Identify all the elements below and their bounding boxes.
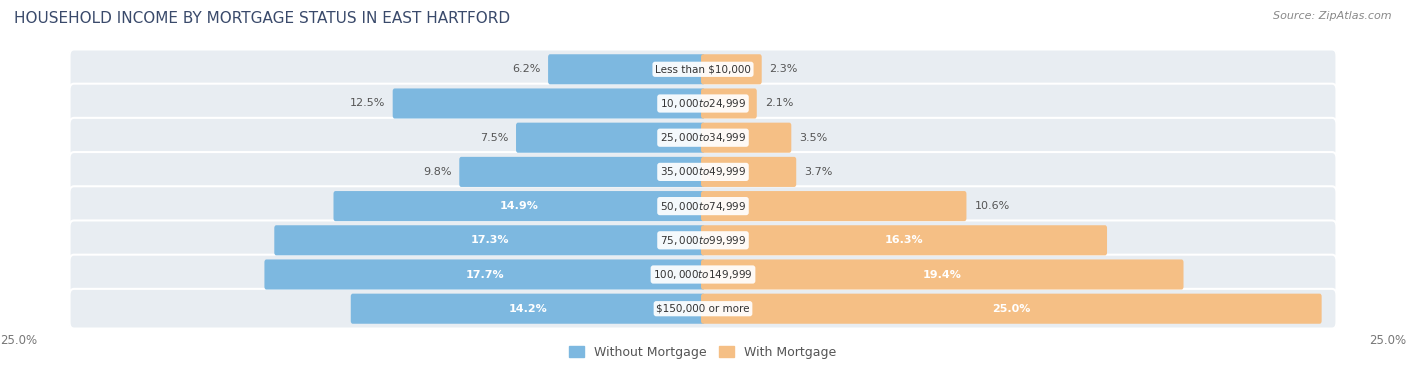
FancyBboxPatch shape [548, 54, 704, 84]
Text: $150,000 or more: $150,000 or more [657, 304, 749, 314]
Text: $35,000 to $49,999: $35,000 to $49,999 [659, 166, 747, 178]
FancyBboxPatch shape [333, 191, 704, 221]
Legend: Without Mortgage, With Mortgage: Without Mortgage, With Mortgage [564, 341, 842, 364]
Text: $100,000 to $149,999: $100,000 to $149,999 [654, 268, 752, 281]
FancyBboxPatch shape [702, 225, 1107, 256]
FancyBboxPatch shape [460, 157, 704, 187]
FancyBboxPatch shape [702, 259, 1184, 290]
FancyBboxPatch shape [69, 152, 1337, 192]
Text: 6.2%: 6.2% [512, 64, 540, 74]
FancyBboxPatch shape [69, 220, 1337, 260]
Text: $50,000 to $74,999: $50,000 to $74,999 [659, 200, 747, 212]
FancyBboxPatch shape [702, 191, 966, 221]
Text: 3.5%: 3.5% [799, 133, 828, 143]
Text: 19.4%: 19.4% [922, 270, 962, 279]
Text: 2.1%: 2.1% [765, 99, 793, 108]
FancyBboxPatch shape [392, 88, 704, 119]
FancyBboxPatch shape [702, 54, 762, 84]
FancyBboxPatch shape [264, 259, 704, 290]
Text: 12.5%: 12.5% [350, 99, 385, 108]
FancyBboxPatch shape [702, 294, 1322, 324]
FancyBboxPatch shape [516, 122, 704, 153]
FancyBboxPatch shape [69, 84, 1337, 123]
Text: Less than $10,000: Less than $10,000 [655, 64, 751, 74]
FancyBboxPatch shape [69, 118, 1337, 158]
Text: 17.3%: 17.3% [471, 235, 509, 245]
Text: 7.5%: 7.5% [479, 133, 508, 143]
FancyBboxPatch shape [350, 294, 704, 324]
FancyBboxPatch shape [702, 88, 756, 119]
FancyBboxPatch shape [702, 122, 792, 153]
Text: 17.7%: 17.7% [465, 270, 503, 279]
Text: 2.3%: 2.3% [769, 64, 799, 74]
Text: $75,000 to $99,999: $75,000 to $99,999 [659, 234, 747, 247]
FancyBboxPatch shape [69, 186, 1337, 226]
FancyBboxPatch shape [69, 255, 1337, 294]
FancyBboxPatch shape [69, 50, 1337, 89]
Text: Source: ZipAtlas.com: Source: ZipAtlas.com [1274, 11, 1392, 21]
Text: 9.8%: 9.8% [423, 167, 451, 177]
Text: HOUSEHOLD INCOME BY MORTGAGE STATUS IN EAST HARTFORD: HOUSEHOLD INCOME BY MORTGAGE STATUS IN E… [14, 11, 510, 26]
Text: 14.9%: 14.9% [499, 201, 538, 211]
Text: 10.6%: 10.6% [974, 201, 1010, 211]
Text: 16.3%: 16.3% [884, 235, 924, 245]
FancyBboxPatch shape [69, 289, 1337, 328]
Text: 25.0%: 25.0% [1369, 335, 1406, 347]
Text: $25,000 to $34,999: $25,000 to $34,999 [659, 131, 747, 144]
FancyBboxPatch shape [274, 225, 704, 256]
Text: 25.0%: 25.0% [0, 335, 37, 347]
Text: 3.7%: 3.7% [804, 167, 832, 177]
FancyBboxPatch shape [702, 157, 796, 187]
Text: 14.2%: 14.2% [509, 304, 547, 314]
Text: 25.0%: 25.0% [993, 304, 1031, 314]
Text: $10,000 to $24,999: $10,000 to $24,999 [659, 97, 747, 110]
